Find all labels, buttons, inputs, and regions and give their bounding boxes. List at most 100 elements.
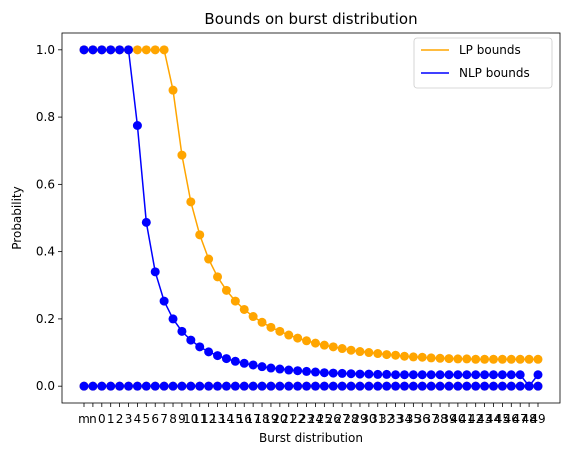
data-point-nlp-lower xyxy=(471,381,481,391)
data-point-lp-upper xyxy=(293,333,303,343)
data-point-nlp-upper xyxy=(444,370,454,380)
data-point-nlp-lower xyxy=(257,381,267,391)
data-point-nlp-upper xyxy=(426,370,436,380)
x-tick-label: 4 xyxy=(134,412,142,426)
data-point-lp-upper xyxy=(141,45,151,55)
x-tick-label: 16 xyxy=(237,412,252,426)
x-tick-label: 0 xyxy=(98,412,106,426)
data-point-lp-upper xyxy=(213,272,223,282)
data-point-nlp-lower xyxy=(88,381,98,391)
x-tick-label: 29 xyxy=(352,412,367,426)
data-point-nlp-upper xyxy=(159,296,169,306)
x-tick-label: 45 xyxy=(495,412,510,426)
plot-area xyxy=(79,45,543,391)
data-point-lp-upper xyxy=(391,350,401,360)
data-point-nlp-upper xyxy=(124,45,134,55)
data-point-lp-upper xyxy=(533,354,543,364)
data-point-nlp-lower xyxy=(97,381,107,391)
data-point-nlp-lower xyxy=(364,381,374,391)
data-point-nlp-lower xyxy=(230,381,240,391)
data-point-lp-upper xyxy=(266,322,276,332)
data-point-lp-upper xyxy=(373,349,383,359)
data-point-nlp-lower xyxy=(221,381,231,391)
data-point-nlp-upper xyxy=(257,362,267,372)
x-tick-label: 7 xyxy=(160,412,168,426)
data-point-lp-upper xyxy=(480,354,490,364)
x-tick-label: 14 xyxy=(219,412,234,426)
data-point-nlp-lower xyxy=(337,381,347,391)
x-tick-label: 27 xyxy=(335,412,350,426)
x-tick-label: 36 xyxy=(415,412,430,426)
data-point-nlp-lower xyxy=(168,381,178,391)
data-point-nlp-lower xyxy=(373,381,383,391)
data-point-lp-upper xyxy=(319,340,329,350)
data-point-nlp-lower xyxy=(177,381,187,391)
x-tick-label: 39 xyxy=(441,412,456,426)
data-point-nlp-lower xyxy=(462,381,472,391)
data-point-lp-upper xyxy=(364,348,374,358)
data-point-nlp-upper xyxy=(275,364,285,374)
x-tick-label: 34 xyxy=(397,412,412,426)
data-point-nlp-lower xyxy=(310,381,320,391)
data-point-nlp-lower xyxy=(328,381,338,391)
data-point-nlp-upper xyxy=(284,365,294,375)
data-point-lp-upper xyxy=(186,197,196,207)
data-point-nlp-lower xyxy=(444,381,454,391)
x-tick-label: 17 xyxy=(245,412,260,426)
data-point-nlp-upper xyxy=(417,370,427,380)
data-point-nlp-lower xyxy=(417,381,427,391)
x-tick-label: 22 xyxy=(290,412,305,426)
x-tick-label: 25 xyxy=(317,412,332,426)
data-point-lp-upper xyxy=(515,354,525,364)
data-point-nlp-lower xyxy=(106,381,116,391)
data-point-nlp-lower xyxy=(124,381,134,391)
data-point-lp-upper xyxy=(488,354,498,364)
data-point-nlp-upper xyxy=(355,369,365,379)
data-point-nlp-lower xyxy=(150,381,160,391)
data-point-nlp-lower xyxy=(382,381,392,391)
x-tick-label: 49 xyxy=(530,412,545,426)
data-point-lp-upper xyxy=(382,350,392,360)
data-point-nlp-lower xyxy=(346,381,356,391)
data-point-nlp-lower xyxy=(533,381,543,391)
data-point-nlp-lower xyxy=(159,381,169,391)
data-point-nlp-upper xyxy=(97,45,107,55)
data-point-nlp-upper xyxy=(132,121,142,130)
data-point-nlp-lower xyxy=(186,381,196,391)
legend-label-lp: LP bounds xyxy=(459,43,521,57)
x-tick-label: 13 xyxy=(210,412,225,426)
data-point-lp-upper xyxy=(257,317,267,327)
x-tick-label: 23 xyxy=(299,412,314,426)
data-point-nlp-upper xyxy=(453,370,463,380)
x-tick-label: 44 xyxy=(486,412,501,426)
x-tick-label: 1 xyxy=(107,412,115,426)
data-point-nlp-upper xyxy=(168,314,178,324)
x-tick-label: 6 xyxy=(151,412,159,426)
x-axis-label: Burst distribution xyxy=(259,431,363,445)
data-point-nlp-upper xyxy=(293,366,303,376)
data-point-nlp-upper xyxy=(221,354,231,364)
data-point-nlp-lower xyxy=(319,381,329,391)
x-tick-label: 19 xyxy=(263,412,278,426)
data-point-lp-upper xyxy=(346,345,356,355)
data-point-nlp-lower xyxy=(266,381,276,391)
data-point-lp-upper xyxy=(168,85,178,95)
y-axis: 0.0 0.2 0.4 0.6 0.8 1.0 xyxy=(36,43,62,393)
data-point-nlp-upper xyxy=(480,370,490,380)
data-point-nlp-upper xyxy=(497,370,507,380)
data-point-lp-upper xyxy=(524,354,534,364)
x-tick-label: 40 xyxy=(450,412,465,426)
data-point-nlp-upper xyxy=(150,267,160,277)
x-tick-label: 46 xyxy=(504,412,519,426)
data-point-nlp-lower xyxy=(284,381,294,391)
x-tick-label: 15 xyxy=(228,412,243,426)
data-point-nlp-lower xyxy=(141,381,151,391)
data-point-nlp-upper xyxy=(106,45,116,55)
data-point-lp-upper xyxy=(230,296,240,306)
x-tick-label: 48 xyxy=(521,412,536,426)
data-point-nlp-upper xyxy=(515,370,525,380)
data-point-nlp-lower xyxy=(408,381,418,391)
data-point-nlp-upper xyxy=(462,370,472,380)
data-point-nlp-lower xyxy=(488,381,498,391)
x-tick-label: 30 xyxy=(361,412,376,426)
